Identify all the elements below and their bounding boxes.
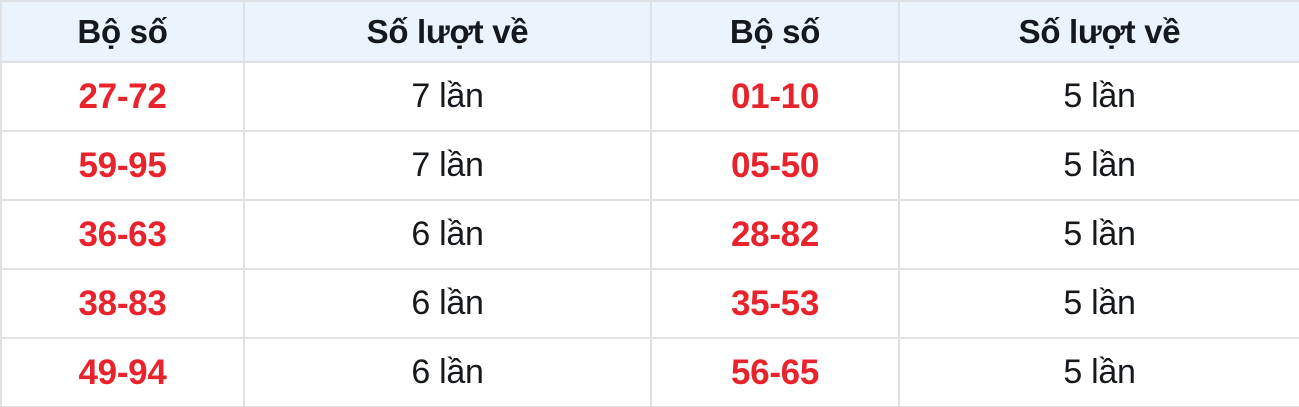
- count-cell-right: 5 lần: [898, 61, 1299, 132]
- column-header-count-left: Số lượt về: [243, 0, 652, 63]
- table-header: Bộ số Số lượt về Bộ số Số lượt về: [0, 0, 1299, 63]
- count-cell-left: 6 lần: [243, 268, 652, 339]
- pair-cell-left: 59-95: [0, 130, 245, 201]
- column-header-count-right: Số lượt về: [898, 0, 1299, 63]
- count-cell-right: 5 lần: [898, 130, 1299, 201]
- count-cell-left: 7 lần: [243, 61, 652, 132]
- table-body: 27-72 7 lần 01-10 5 lần 59-95 7 lần 05-5…: [0, 61, 1299, 407]
- pair-cell-right: 01-10: [650, 61, 900, 132]
- count-cell-right: 5 lần: [898, 199, 1299, 270]
- table-row: 59-95 7 lần 05-50 5 lần: [0, 130, 1299, 201]
- pair-cell-left: 49-94: [0, 337, 245, 407]
- header-row: Bộ số Số lượt về Bộ số Số lượt về: [0, 0, 1299, 63]
- pair-cell-right: 05-50: [650, 130, 900, 201]
- count-cell-right: 5 lần: [898, 268, 1299, 339]
- pair-cell-right: 28-82: [650, 199, 900, 270]
- count-cell-left: 7 lần: [243, 130, 652, 201]
- count-cell-left: 6 lần: [243, 199, 652, 270]
- table-row: 36-63 6 lần 28-82 5 lần: [0, 199, 1299, 270]
- table-row: 27-72 7 lần 01-10 5 lần: [0, 61, 1299, 132]
- pair-cell-left: 38-83: [0, 268, 245, 339]
- pair-cell-left: 27-72: [0, 61, 245, 132]
- column-header-pair-left: Bộ số: [0, 0, 245, 63]
- pair-cell-left: 36-63: [0, 199, 245, 270]
- count-cell-left: 6 lần: [243, 337, 652, 407]
- pair-cell-right: 35-53: [650, 268, 900, 339]
- column-header-pair-right: Bộ số: [650, 0, 900, 63]
- table-row: 38-83 6 lần 35-53 5 lần: [0, 268, 1299, 339]
- pair-cell-right: 56-65: [650, 337, 900, 407]
- count-cell-right: 5 lần: [898, 337, 1299, 407]
- table-row: 49-94 6 lần 56-65 5 lần: [0, 337, 1299, 407]
